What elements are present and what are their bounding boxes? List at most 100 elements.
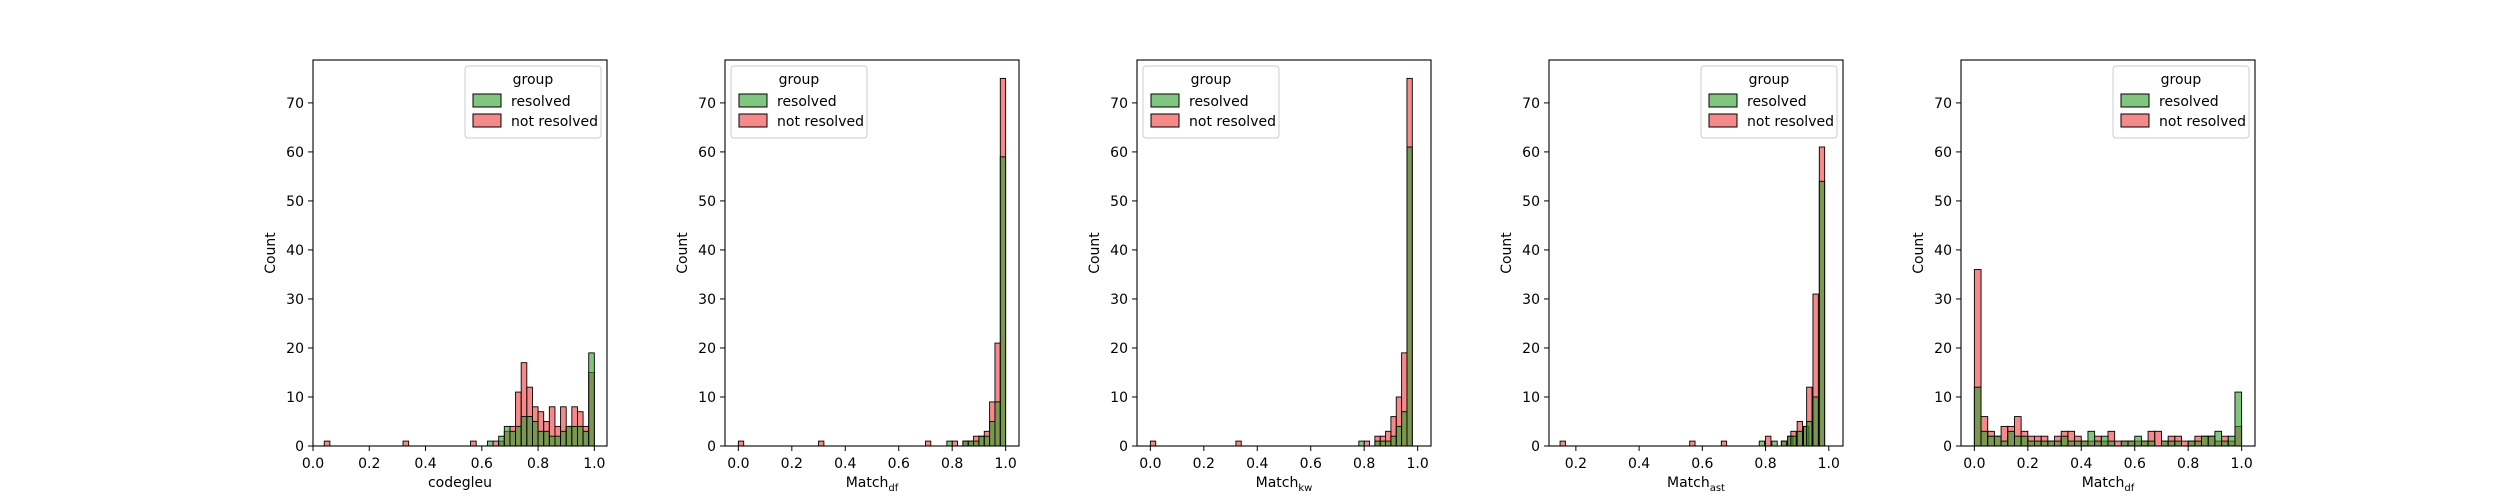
y-tick-label: 10 [1934,390,1952,406]
bar [1780,440,1788,447]
y-tick-label: 30 [286,292,304,308]
x-tick-label: 0.8 [527,456,549,472]
bar [2120,440,2129,447]
legend-title: group [513,72,554,88]
bar [515,425,522,447]
bar [1374,440,1381,447]
bar [2074,440,2082,447]
y-tick-label: 30 [698,292,716,308]
bar [526,416,533,447]
bar [1235,440,1242,447]
legend: group resolved not resolved [2112,65,2250,139]
bar [2154,430,2162,447]
bar [486,440,494,447]
legend: group resolved not resolved [1142,65,1280,139]
x-axis-label: Matchdf [846,475,899,494]
axes-frame [1136,59,1432,447]
series-resolved [1973,386,2243,447]
x-axis-label: codegleu [428,475,492,491]
bar [2040,440,2049,447]
x-tick-label: 0.6 [1300,456,1322,472]
bar [1385,440,1392,447]
legend-title: group [779,72,820,88]
histogram-panel-3: 0.0 0.2 0.4 0.6 0.8 1.0 0 10 20 30 40 50 60 70 Matchkw… [1087,59,1432,494]
histogram-panel-5: 0.0 0.2 0.4 0.6 0.8 1.0 0 10 20 30 40 50 60 70 Matchdf… [1911,59,2256,494]
bar [967,440,975,447]
bar [2054,440,2062,447]
bar [1390,435,1397,447]
y-tick-label: 60 [698,145,716,161]
bar [2060,435,2069,447]
bar [2013,435,2022,447]
bar [951,440,958,447]
x-tick-label: 0.8 [1353,456,1375,472]
bar [983,435,991,447]
y-axis-label: Count [263,232,279,274]
bar [582,430,590,447]
bar [2067,440,2076,447]
bar [2227,435,2236,447]
y-tick-label: 70 [286,96,304,112]
bar [2027,440,2035,447]
x-tick-label: 0.6 [471,456,493,472]
histogram-panel-2: 0.0 0.2 0.4 0.6 0.8 1.0 0 10 20 30 40 50 60 70 Matchdf… [675,59,1020,494]
x-tick-label: 1.0 [995,456,1017,472]
bar [565,425,573,447]
y-axis-label: Count [1087,232,1103,274]
legend-entry-label: resolved [2159,94,2219,110]
x-tick-label: 0.0 [302,456,324,472]
y-tick-label: 20 [1934,341,1952,357]
y-tick-label: 0 [707,439,716,455]
y-tick-label: 10 [698,390,716,406]
bar [925,440,932,447]
x-tick-label: 0.0 [727,456,749,472]
bar [1980,430,1989,447]
bar [1720,440,1728,447]
legend-entry-label: resolved [511,94,571,110]
legend-swatch [1708,113,1738,128]
bar [2221,440,2229,447]
y-axis-label: Count [675,232,691,274]
legend: group resolved not resolved [1700,65,1838,139]
y-tick-label: 10 [1110,390,1128,406]
y-tick-label: 20 [1110,341,1128,357]
bar [2201,435,2209,447]
y-tick-label: 60 [1110,145,1128,161]
x-tick-label: 0.2 [1565,456,1587,472]
series-resolved [486,352,595,447]
y-tick-label: 70 [1934,96,1952,112]
bar [1771,440,1778,447]
x-tick-label: 1.0 [2231,456,2253,472]
legend-swatch [1708,93,1738,108]
x-tick-label: 0.0 [1963,456,1985,472]
bar [492,440,500,447]
y-tick-label: 20 [286,341,304,357]
bar [2194,440,2202,447]
y-tick-label: 60 [1934,145,1952,161]
bar [2147,440,2156,447]
bar [1406,146,1413,447]
bar [818,440,825,447]
bar [1758,440,1766,447]
y-tick-label: 50 [286,194,304,210]
bar [537,430,545,447]
bar [2214,430,2223,447]
bar [2100,435,2109,447]
bar [1765,435,1772,447]
legend: group resolved not resolved [730,65,868,139]
y-tick-label: 70 [698,96,716,112]
legend-entry-label: not resolved [511,114,598,130]
bar [588,352,595,447]
y-tick-label: 60 [1522,145,1540,161]
bar [1993,435,2002,447]
x-tick-label: 0.8 [1754,456,1776,472]
y-tick-label: 50 [1934,194,1952,210]
y-tick-label: 40 [1522,243,1540,259]
bar [503,425,511,447]
x-tick-label: 0.4 [414,456,436,472]
bar [2000,440,2009,447]
y-tick-label: 20 [1522,341,1540,357]
bar [1401,411,1408,447]
bar [520,416,528,447]
bar [2007,430,2015,447]
